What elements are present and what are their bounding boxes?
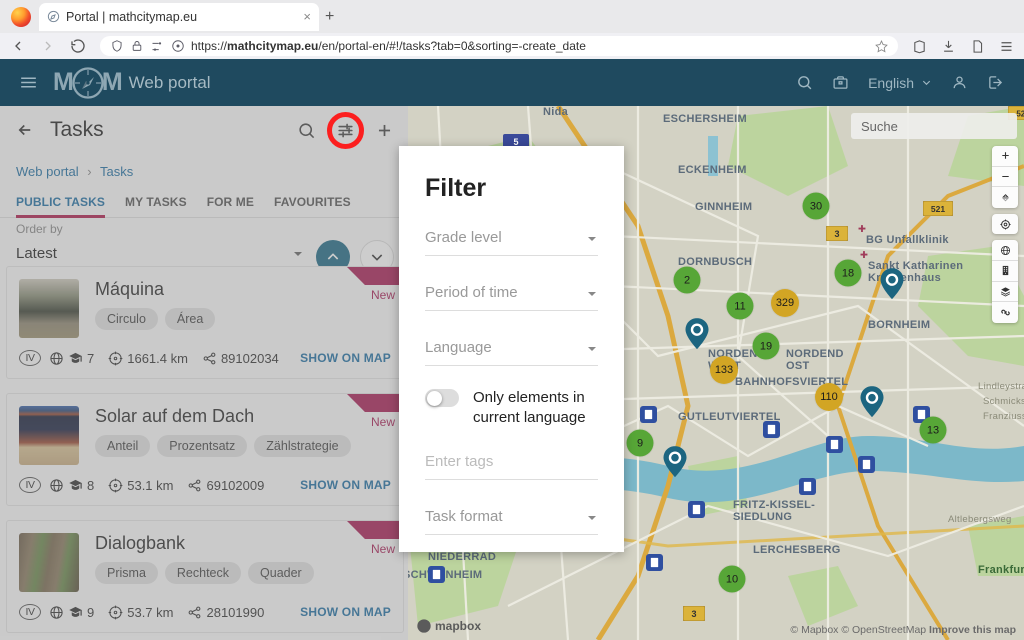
svg-text:521: 521 <box>1016 110 1024 119</box>
svg-text:3: 3 <box>691 609 696 619</box>
svg-text:3: 3 <box>834 229 839 239</box>
svg-text:521: 521 <box>931 204 945 214</box>
